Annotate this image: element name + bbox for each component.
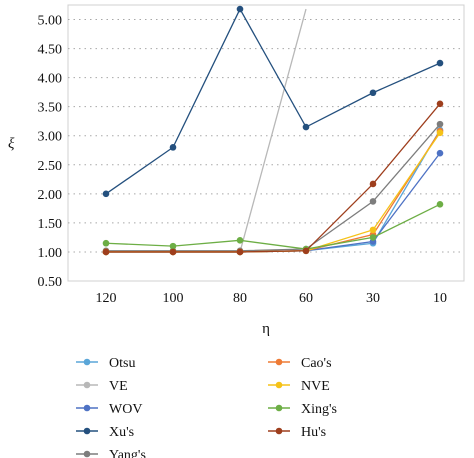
series-otsu: [102, 126, 444, 256]
legend-swatch-marker: [83, 404, 91, 412]
series-hus: [102, 100, 444, 256]
grid: [68, 19, 464, 253]
legend-swatch-marker: [83, 450, 91, 458]
series-yangs: [102, 120, 444, 255]
data-point: [436, 201, 444, 208]
legend-swatch-marker: [83, 358, 91, 366]
y-tick-label: 2.00: [38, 188, 63, 203]
legend-swatch-marker: [275, 381, 283, 389]
legend-swatch-marker: [275, 404, 283, 412]
data-point: [369, 234, 377, 241]
data-point: [436, 59, 444, 67]
y-tick-label: 1.50: [38, 217, 63, 232]
y-tick-label: 4.50: [38, 43, 63, 58]
legend-label: VE: [109, 379, 128, 394]
y-tick-label: 3.00: [38, 130, 63, 145]
x-tick-label: 30: [366, 291, 380, 306]
series-xings: [102, 201, 444, 253]
series-ve: [102, 8, 307, 256]
x-axis: 120 100 80 60 30 10: [96, 291, 448, 306]
y-axis: 0.50 1.00 1.50 2.00 2.50 3.00 3.50 4.00 4.50 5.00: [38, 14, 63, 290]
data-point: [369, 180, 377, 188]
y-tick-label: 0.50: [38, 275, 63, 290]
x-tick-label: 80: [233, 291, 247, 306]
plot-area-frame: [67, 4, 465, 282]
legend-item: Hu's: [268, 425, 326, 440]
data-point: [102, 190, 110, 198]
data-point: [169, 144, 177, 151]
legend-item: VE: [76, 379, 128, 394]
x-tick-label: 120: [96, 291, 117, 306]
data-point: [436, 100, 444, 108]
legend-label: NVE: [301, 379, 330, 394]
series-line: [106, 152, 441, 253]
data-point: [302, 123, 310, 131]
data-point: [436, 129, 444, 137]
data-point: [169, 242, 177, 250]
legend-label: Xing's: [301, 402, 337, 417]
y-tick-label: 2.50: [38, 159, 63, 174]
legend-item: Yang's: [76, 448, 146, 458]
x-tick-label: 60: [299, 291, 313, 306]
data-point: [369, 198, 377, 205]
legend-item: Xing's: [268, 402, 337, 417]
series-line: [106, 132, 441, 253]
y-tick-label: 3.50: [38, 101, 63, 116]
data-point: [436, 120, 444, 128]
x-axis-label: η: [262, 321, 270, 337]
data-point: [369, 226, 377, 234]
data-point: [236, 248, 244, 256]
series-line: [106, 130, 441, 253]
series-line: [106, 8, 307, 253]
data-point: [236, 5, 244, 13]
legend-swatch-marker: [83, 427, 91, 435]
y-tick-label: 4.00: [38, 72, 63, 87]
data-point: [302, 247, 310, 255]
legend-swatch-marker: [275, 427, 283, 435]
legend-label: Yang's: [109, 448, 146, 458]
data-point: [102, 239, 110, 247]
legend-swatch-marker: [83, 381, 91, 389]
data-point: [102, 248, 110, 256]
y-tick-label: 1.00: [38, 246, 63, 261]
legend-label: Xu's: [109, 425, 134, 440]
legend-item: Otsu: [76, 356, 135, 371]
data-point: [169, 248, 177, 256]
data-point: [436, 149, 444, 157]
series-group: [102, 5, 444, 256]
data-point: [236, 237, 244, 244]
series-line: [106, 129, 441, 253]
series-line: [105, 7, 441, 195]
legend-item: Xu's: [76, 425, 134, 440]
y-axis-label: ξ: [8, 136, 15, 152]
legend-label: Cao's: [301, 356, 332, 371]
series-xus: [102, 5, 444, 198]
series-caos: [102, 127, 444, 256]
x-tick-label: 10: [433, 291, 447, 306]
series-nve: [102, 129, 444, 256]
x-tick-label: 100: [163, 291, 184, 306]
legend-label: WOV: [109, 402, 142, 417]
series-line: [106, 103, 441, 253]
legend-label: Otsu: [109, 356, 135, 371]
legend-swatch-marker: [275, 358, 283, 366]
series-line: [105, 203, 441, 250]
legend-label: Hu's: [301, 425, 326, 440]
y-tick-label: 5.00: [38, 14, 63, 29]
data-point: [369, 89, 377, 97]
legend-item: NVE: [268, 379, 330, 394]
legend-item: Cao's: [268, 356, 332, 371]
legend-item: WOV: [76, 402, 142, 417]
series-line: [106, 123, 441, 252]
legend: Otsu VE WOV Xu's Yang's Cao's NVE Xing's Hu's: [76, 356, 337, 458]
